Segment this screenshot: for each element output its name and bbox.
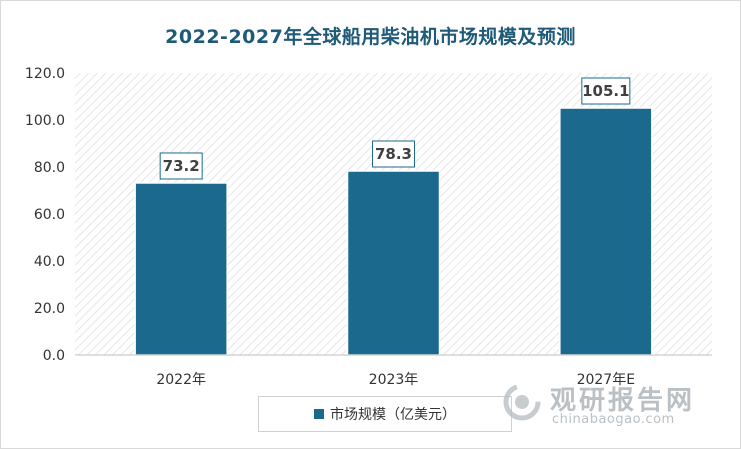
y-tick-label: 60.0	[34, 207, 65, 223]
x-axis: 2022年 2023年 2027年E	[156, 372, 635, 388]
chart-title: 2022-2027年全球船用柴油机市场规模及预测	[165, 26, 576, 48]
data-label-box	[372, 140, 415, 168]
y-axis: 0.0 20.0 40.0 60.0 80.0 100.0 120.0	[25, 66, 65, 364]
x-tick-label: 2023年	[369, 372, 419, 388]
y-tick-label: 0.0	[43, 348, 65, 364]
data-label-box	[581, 77, 631, 105]
data-label: 105.1	[582, 82, 629, 100]
y-tick-label: 40.0	[34, 254, 65, 270]
legend-swatch	[314, 409, 324, 419]
watermark: 观研报告网 chinabaogao.com	[500, 378, 730, 434]
y-tick-label: 20.0	[34, 301, 65, 317]
y-tick-label: 80.0	[34, 160, 65, 176]
bar	[134, 182, 228, 356]
watermark-logo-icon	[503, 383, 541, 421]
bar	[559, 107, 653, 356]
legend: 市场规模（亿美元）	[258, 396, 512, 432]
bars: 73.2 78.3 105.1	[134, 77, 653, 356]
watermark-url: chinabaogao.com	[552, 412, 675, 427]
y-tick-label: 100.0	[25, 113, 65, 129]
y-tick-label: 120.0	[25, 66, 65, 82]
x-tick-label: 2022年	[156, 372, 206, 388]
data-label: 78.3	[375, 145, 412, 163]
data-label: 73.2	[163, 157, 200, 175]
data-label-box	[159, 152, 203, 180]
bar	[346, 170, 441, 356]
watermark-brand: 观研报告网	[550, 386, 696, 416]
legend-label: 市场规模（亿美元）	[330, 407, 456, 423]
x-tick-label: 2027年E	[577, 372, 635, 388]
